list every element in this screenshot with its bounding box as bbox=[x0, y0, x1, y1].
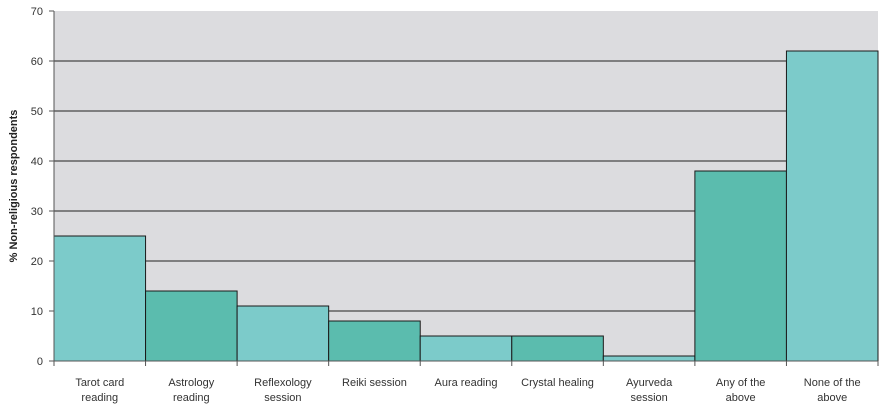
y-tick-label: 20 bbox=[31, 256, 43, 268]
y-tick-label: 0 bbox=[37, 356, 43, 368]
y-tick-label: 50 bbox=[31, 106, 43, 118]
x-tick-label: Astrology reading bbox=[168, 377, 214, 404]
bar bbox=[145, 290, 238, 362]
x-tick-label-line: Aura reading bbox=[435, 377, 498, 389]
x-tick-label-line: reading bbox=[81, 392, 118, 404]
bar bbox=[419, 335, 513, 362]
x-tick-label-line: Reiki session bbox=[342, 377, 407, 389]
x-tick-labels: Tarot card reading Astrology reading Reflexo… bbox=[75, 377, 860, 404]
x-tick-label: Any of the above bbox=[716, 377, 766, 404]
bars bbox=[53, 50, 879, 362]
x-tick-label-line: Ayurveda bbox=[626, 377, 673, 389]
bar bbox=[236, 305, 330, 362]
bar bbox=[511, 335, 604, 362]
y-tick-label: 60 bbox=[31, 56, 43, 68]
x-tick-label: Aura reading bbox=[435, 377, 498, 389]
bar bbox=[785, 50, 879, 362]
x-tick-label: None of the above bbox=[804, 377, 861, 404]
y-tick-label: 30 bbox=[31, 206, 43, 218]
bar bbox=[53, 235, 147, 362]
x-tick-label-line: Any of the bbox=[716, 377, 766, 389]
x-tick-label-line: session bbox=[264, 392, 301, 404]
x-tick-label-line: None of the bbox=[804, 377, 861, 389]
y-tick-label: 40 bbox=[31, 156, 43, 168]
x-tick-label: Tarot card reading bbox=[75, 377, 124, 404]
x-tick-label-line: Tarot card bbox=[75, 377, 124, 389]
x-tick-label: Ayurveda session bbox=[626, 377, 673, 404]
y-axis-title: % Non-religious respondents bbox=[8, 110, 20, 263]
y-tick-label: 10 bbox=[31, 306, 43, 318]
x-tick-label-line: Astrology bbox=[168, 377, 214, 389]
x-tick-label-line: Reflexology bbox=[254, 377, 312, 389]
bar bbox=[602, 355, 696, 362]
x-tick-label-line: Crystal healing bbox=[521, 377, 594, 389]
y-tick-labels: 0 10 20 30 40 50 60 70 bbox=[31, 6, 54, 368]
axes bbox=[53, 11, 879, 366]
x-tick-label-line: reading bbox=[173, 392, 210, 404]
x-tick-label: Reflexology session bbox=[254, 377, 312, 404]
bar bbox=[328, 320, 421, 362]
x-tick-label-line: above bbox=[817, 392, 847, 404]
x-tick-label: Reiki session bbox=[342, 377, 407, 389]
x-tick-label-line: above bbox=[726, 392, 756, 404]
bar bbox=[694, 170, 787, 362]
y-tick-label: 70 bbox=[31, 6, 43, 18]
x-tick-label-line: session bbox=[630, 392, 667, 404]
x-tick-label: Crystal healing bbox=[521, 377, 594, 389]
